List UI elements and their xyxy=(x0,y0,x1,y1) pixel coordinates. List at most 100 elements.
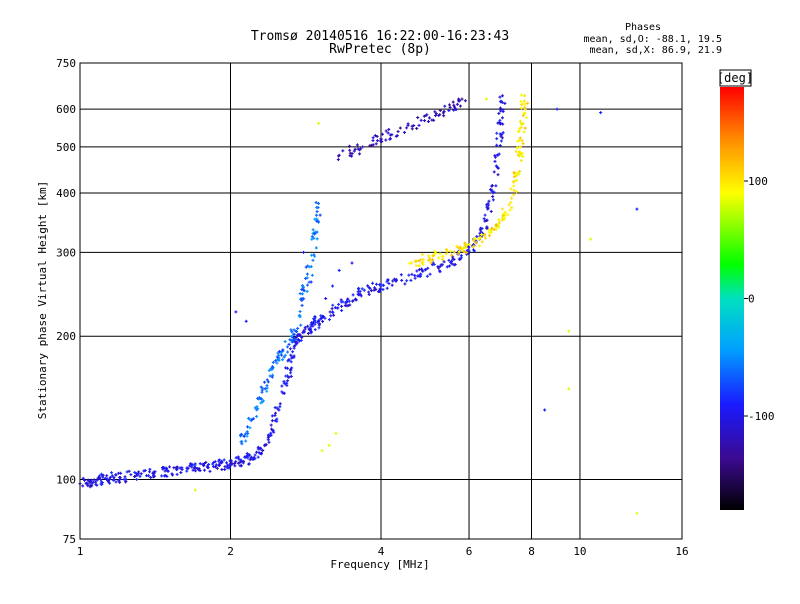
data-point xyxy=(133,470,137,474)
data-point xyxy=(520,102,524,106)
data-point xyxy=(188,464,192,468)
data-point xyxy=(237,457,241,461)
data-point xyxy=(99,478,103,482)
data-point xyxy=(165,474,169,478)
data-point xyxy=(451,100,455,104)
data-point xyxy=(444,247,448,251)
data-point xyxy=(331,311,335,315)
data-point xyxy=(471,238,475,242)
data-point xyxy=(265,378,269,382)
data-point xyxy=(267,440,271,444)
data-point xyxy=(405,279,409,283)
data-point xyxy=(149,475,153,479)
data-point xyxy=(318,213,322,217)
data-point xyxy=(480,240,484,244)
data-point xyxy=(356,290,360,294)
data-point xyxy=(314,230,318,234)
data-point xyxy=(238,460,242,464)
data-point xyxy=(440,257,444,261)
data-point xyxy=(410,272,414,276)
data-point xyxy=(307,265,311,269)
data-point xyxy=(417,268,421,272)
data-point xyxy=(555,107,559,111)
data-point xyxy=(310,273,314,277)
data-point xyxy=(292,346,296,350)
data-point xyxy=(280,358,284,362)
data-point xyxy=(425,274,429,278)
data-point xyxy=(362,288,366,292)
data-point xyxy=(239,464,243,468)
data-point xyxy=(361,145,365,149)
data-point xyxy=(409,278,413,282)
data-point xyxy=(135,473,139,477)
data-point xyxy=(512,193,516,197)
data-point xyxy=(399,273,403,277)
data-point xyxy=(290,334,294,338)
data-point xyxy=(250,417,254,421)
data-point xyxy=(521,155,525,159)
colorbar-tick-label: 100 xyxy=(748,175,768,188)
data-point xyxy=(327,318,331,322)
data-point xyxy=(485,218,489,222)
data-point xyxy=(414,259,418,263)
data-point xyxy=(270,419,274,423)
data-point xyxy=(458,245,462,249)
data-point xyxy=(330,307,334,311)
data-point xyxy=(519,159,523,163)
data-point xyxy=(340,304,344,308)
data-point xyxy=(82,478,86,482)
data-point xyxy=(319,317,323,321)
data-point xyxy=(257,396,261,400)
data-point xyxy=(245,430,249,434)
data-point xyxy=(193,462,197,466)
data-point xyxy=(298,315,302,319)
data-point xyxy=(240,440,244,444)
data-point xyxy=(348,151,352,155)
data-point xyxy=(497,220,501,224)
series-5 xyxy=(193,97,639,515)
data-point xyxy=(185,469,189,473)
data-point xyxy=(467,243,471,247)
data-point xyxy=(381,287,385,291)
data-point xyxy=(419,118,423,122)
data-point xyxy=(313,322,317,326)
data-point xyxy=(371,136,375,140)
data-point xyxy=(498,118,502,122)
data-point xyxy=(255,405,259,409)
data-point xyxy=(329,314,333,318)
data-point xyxy=(351,299,355,303)
data-point xyxy=(204,460,208,464)
data-point xyxy=(462,246,466,250)
data-point xyxy=(272,430,276,434)
data-point xyxy=(496,121,500,125)
data-point xyxy=(518,169,522,173)
data-point xyxy=(321,315,325,319)
data-point xyxy=(353,147,357,151)
data-point xyxy=(247,416,251,420)
data-point xyxy=(293,338,297,342)
data-point xyxy=(261,386,265,390)
data-point xyxy=(223,467,227,471)
data-point xyxy=(282,355,286,359)
data-point xyxy=(487,228,491,232)
data-point xyxy=(105,474,109,478)
data-point xyxy=(384,129,388,133)
data-point xyxy=(315,210,319,214)
data-point xyxy=(273,413,277,417)
data-point xyxy=(202,468,206,472)
data-point xyxy=(388,137,392,141)
data-point xyxy=(509,200,513,204)
data-point xyxy=(331,303,335,307)
data-point xyxy=(380,132,384,136)
data-point xyxy=(406,122,410,126)
data-point xyxy=(495,166,499,170)
data-point xyxy=(207,463,211,467)
data-point xyxy=(309,330,313,334)
data-point xyxy=(589,237,593,241)
data-point xyxy=(319,314,323,318)
data-point xyxy=(355,143,359,147)
data-point xyxy=(229,459,233,463)
data-point xyxy=(478,228,482,232)
data-point xyxy=(119,471,123,475)
data-point xyxy=(276,351,280,355)
